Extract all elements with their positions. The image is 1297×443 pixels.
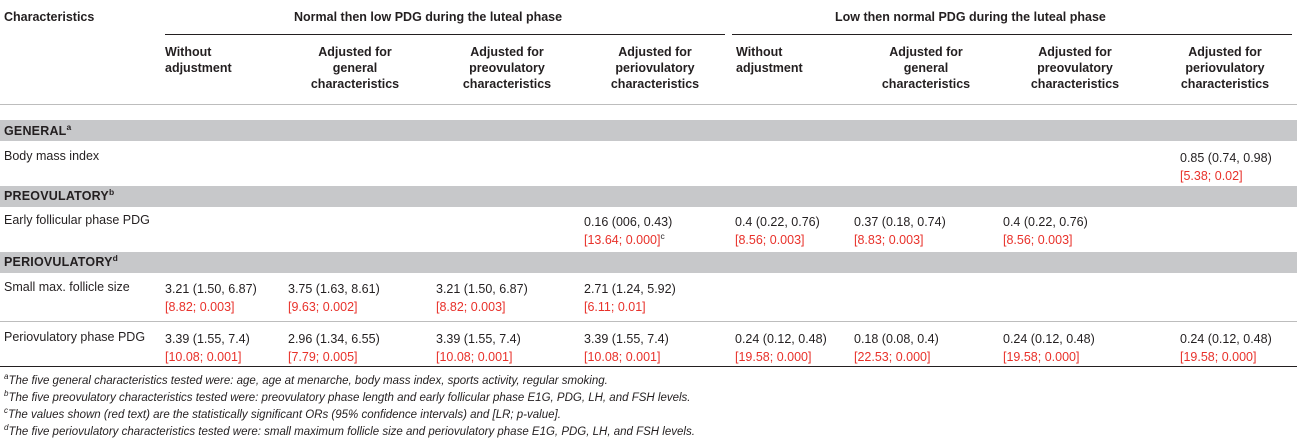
- footnote-d: dThe five periovulatory characteristics …: [4, 423, 695, 439]
- footnote-b: bThe five preovulatory characteristics t…: [4, 389, 691, 405]
- footnotes: aThe five general characteristics tested…: [4, 373, 695, 441]
- section-band-periovulatory: [0, 252, 1297, 273]
- cell-peri-pdg-g1-adj-gen: 2.96 (1.34, 6.55) [7.79; 0.005]: [288, 332, 380, 364]
- group1-underline: [165, 34, 725, 35]
- cell-bmi-g2-adj-peri: 0.85 (0.74, 0.98) [5.38; 0.02]: [1180, 151, 1272, 183]
- table-bottom-rule: [0, 366, 1297, 367]
- cell-peri-pdg-g1-adj-peri: 3.39 (1.55, 7.4) [10.08; 0.001]: [584, 332, 669, 364]
- col-g2-adj-preovulatory: Adjusted for preovulatory characteristics: [1030, 45, 1120, 91]
- row-label-peri-pdg: Periovulatory phase PDG: [4, 330, 146, 344]
- col-g1-without: Without adjustment: [165, 45, 232, 75]
- col-g2-without: Without adjustment: [736, 45, 803, 75]
- cell-early-pdg-g2-adj-pre: 0.4 (0.22, 0.76) [8.56; 0.003]: [1003, 215, 1088, 247]
- cell-follicle-g1-adj-peri: 2.71 (1.24, 5.92) [6.11; 0.01]: [584, 282, 676, 314]
- group-low-then-normal: Low then normal PDG during the luteal ph…: [835, 10, 1106, 24]
- cell-peri-pdg-g1-adj-pre: 3.39 (1.55, 7.4) [10.08; 0.001]: [436, 332, 521, 364]
- cell-peri-pdg-g2-without: 0.24 (0.12, 0.48) [19.58; 0.000]: [735, 332, 827, 364]
- footnote-a: aThe five general characteristics tested…: [4, 372, 608, 388]
- cell-follicle-g1-without: 3.21 (1.50, 6.87) [8.82; 0.003]: [165, 282, 257, 314]
- cell-follicle-g1-adj-gen: 3.75 (1.63, 8.61) [9.63; 0.002]: [288, 282, 380, 314]
- footnote-c: cThe values shown (red text) are the sta…: [4, 406, 561, 422]
- header-bottom-rule: [0, 104, 1297, 105]
- col-g1-adj-general: Adjusted for general characteristics: [310, 45, 400, 91]
- cell-early-pdg-g2-adj-gen: 0.37 (0.18, 0.74) [8.83; 0.003]: [854, 215, 946, 247]
- group-normal-then-low: Normal then low PDG during the luteal ph…: [294, 10, 563, 24]
- cell-peri-pdg-g1-without: 3.39 (1.55, 7.4) [10.08; 0.001]: [165, 332, 250, 364]
- col-g1-adj-preovulatory: Adjusted for preovulatory characteristics: [462, 45, 552, 91]
- col-g1-adj-periovulatory: Adjusted for periovulatory characteristics: [610, 45, 700, 91]
- cell-early-pdg-g1-adj-peri: 0.16 (006, 0.43) [13.64; 0.000]c: [584, 215, 673, 247]
- row-label-early-pdg: Early follicular phase PDG: [4, 213, 150, 227]
- section-general: GENERALa: [4, 122, 72, 138]
- section-preovulatory: PREOVULATORYb: [4, 187, 115, 203]
- col-g2-adj-periovulatory: Adjusted for periovulatory characteristics: [1180, 45, 1270, 91]
- row-divider: [0, 321, 1297, 322]
- cell-peri-pdg-g2-adj-gen: 0.18 (0.08, 0.4) [22.53; 0.000]: [854, 332, 939, 364]
- cell-peri-pdg-g2-adj-peri: 0.24 (0.12, 0.48) [19.58; 0.000]: [1180, 332, 1272, 364]
- section-band-preovulatory: [0, 186, 1297, 207]
- col-g2-adj-general: Adjusted for general characteristics: [881, 45, 971, 91]
- section-band-general: [0, 120, 1297, 141]
- row-label-bmi: Body mass index: [4, 149, 100, 163]
- cell-early-pdg-g2-without: 0.4 (0.22, 0.76) [8.56; 0.003]: [735, 215, 820, 247]
- section-periovulatory: PERIOVULATORYd: [4, 253, 119, 269]
- cell-peri-pdg-g2-adj-pre: 0.24 (0.12, 0.48) [19.58; 0.000]: [1003, 332, 1095, 364]
- row-label-follicle: Small max. follicle size: [4, 280, 130, 294]
- header-characteristics: Characteristics: [4, 10, 95, 24]
- cell-follicle-g1-adj-pre: 3.21 (1.50, 6.87) [8.82; 0.003]: [436, 282, 528, 314]
- group2-underline: [732, 34, 1292, 35]
